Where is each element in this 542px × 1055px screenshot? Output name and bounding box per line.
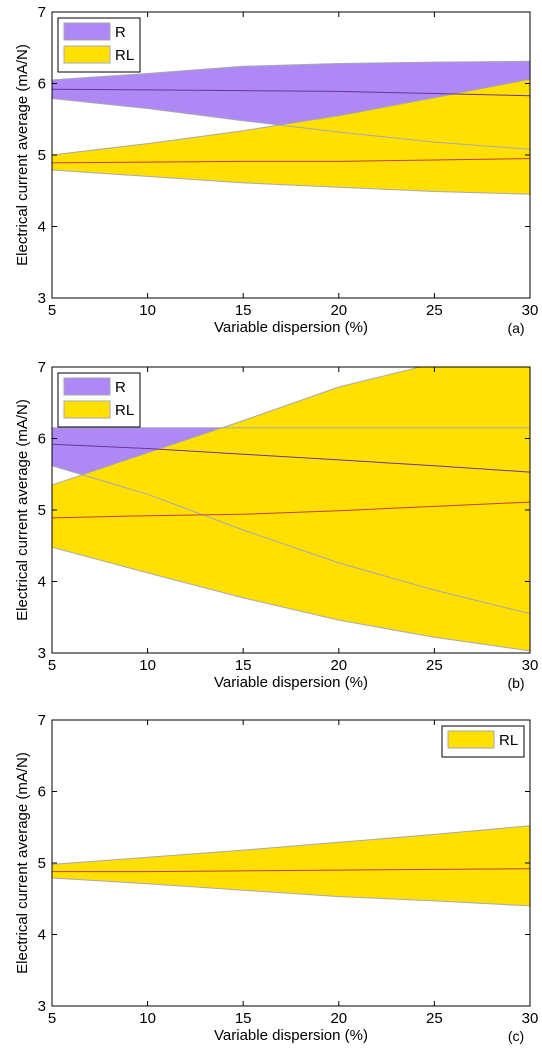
y-tick-label: 4 — [38, 574, 46, 591]
x-tick-label: 10 — [139, 1010, 156, 1027]
x-axis-label: Variable dispersion (%) — [214, 319, 368, 336]
band-lower-edge-r — [52, 98, 530, 150]
mean-line-rl — [52, 501, 530, 519]
x-tick-label: 25 — [426, 1010, 443, 1027]
mean-line-r — [52, 443, 530, 473]
x-tick-label: 20 — [330, 657, 347, 674]
x-tick-label: 25 — [426, 302, 443, 319]
y-axis-label: Electrical current average (mA/N) — [14, 44, 31, 266]
y-tick-label: 5 — [38, 147, 46, 164]
mean-line-rl — [52, 158, 530, 164]
plot-area — [52, 367, 530, 652]
y-tick-label: 6 — [38, 431, 46, 448]
legend-swatch-rl — [447, 730, 495, 749]
legend: R RL — [57, 372, 141, 428]
y-tick-label: 4 — [38, 927, 46, 944]
band-lower-edge-rl — [52, 169, 530, 195]
x-tick-label: 25 — [426, 657, 443, 674]
band-rl — [52, 367, 530, 651]
x-tick-label: 30 — [522, 1010, 539, 1027]
mean-line-r — [52, 88, 530, 97]
band-upper-edge-r — [52, 60, 530, 81]
legend-swatch-rl — [63, 400, 111, 419]
legend-swatch-r — [63, 377, 111, 396]
legend: RL — [441, 725, 525, 758]
band-lower-edge-rl — [52, 546, 530, 652]
x-axis-label: Variable dispersion (%) — [214, 1027, 368, 1044]
y-tick-label: 7 — [38, 359, 46, 376]
legend: R RL — [57, 17, 141, 73]
y-tick-label: 6 — [38, 76, 46, 93]
x-tick-label: 5 — [48, 1010, 56, 1027]
x-tick-label: 15 — [235, 302, 252, 319]
chart-panel-3: 5 10 15 20 25 30 3 4 5 6 7 Variable dispersion (%) E… — [14, 712, 538, 1044]
y-axis-label: Electrical current average (mA/N) — [14, 752, 31, 974]
band-rl — [52, 79, 530, 195]
legend-swatch-rl — [63, 45, 111, 64]
y-tick-label: 3 — [38, 998, 46, 1015]
x-tick-label: 5 — [48, 302, 56, 319]
band-upper-edge-rl — [52, 367, 422, 486]
band-upper-edge-rl — [52, 78, 530, 156]
y-tick-label: 5 — [38, 502, 46, 519]
legend-label-r: R — [115, 24, 126, 41]
x-tick-label: 15 — [235, 1010, 252, 1027]
band-upper-edge-rl — [52, 825, 530, 865]
panel-label: (c) — [508, 1028, 524, 1044]
chart-panel-2: 5 10 15 20 25 30 3 4 5 6 7 Variable dispersion (%) E… — [14, 359, 538, 691]
x-tick-label: 5 — [48, 657, 56, 674]
y-tick-label: 6 — [38, 784, 46, 801]
chart-panel-1: 5 10 15 20 25 30 3 4 5 6 7 Variable dispersion (%) E… — [14, 4, 538, 336]
plot-area — [52, 825, 530, 907]
panel-label: (a) — [507, 320, 524, 336]
y-tick-label: 4 — [38, 219, 46, 236]
legend-label-rl: RL — [115, 47, 134, 64]
mean-line-rl — [52, 868, 530, 873]
y-tick-label: 3 — [38, 645, 46, 662]
legend-label-rl: RL — [499, 732, 518, 749]
x-tick-label: 10 — [139, 302, 156, 319]
legend-label-r: R — [115, 379, 126, 396]
y-tick-label: 5 — [38, 855, 46, 872]
x-tick-label: 20 — [330, 302, 347, 319]
plot-area — [52, 60, 530, 195]
y-axis-label: Electrical current average (mA/N) — [14, 399, 31, 621]
legend-swatch-r — [63, 22, 111, 41]
legend-label-rl: RL — [115, 402, 134, 419]
y-tick-label: 3 — [38, 290, 46, 307]
band-lower-edge-rl — [52, 877, 530, 907]
x-tick-label: 20 — [330, 1010, 347, 1027]
x-tick-label: 15 — [235, 657, 252, 674]
x-tick-label: 30 — [522, 657, 539, 674]
band-lower-edge-r — [52, 465, 530, 615]
y-tick-label: 7 — [38, 4, 46, 21]
x-axis-label: Variable dispersion (%) — [214, 674, 368, 691]
x-tick-label: 10 — [139, 657, 156, 674]
panel-label: (b) — [507, 675, 524, 691]
y-tick-label: 7 — [38, 712, 46, 729]
x-tick-label: 30 — [522, 302, 539, 319]
band-rl — [52, 825, 530, 906]
